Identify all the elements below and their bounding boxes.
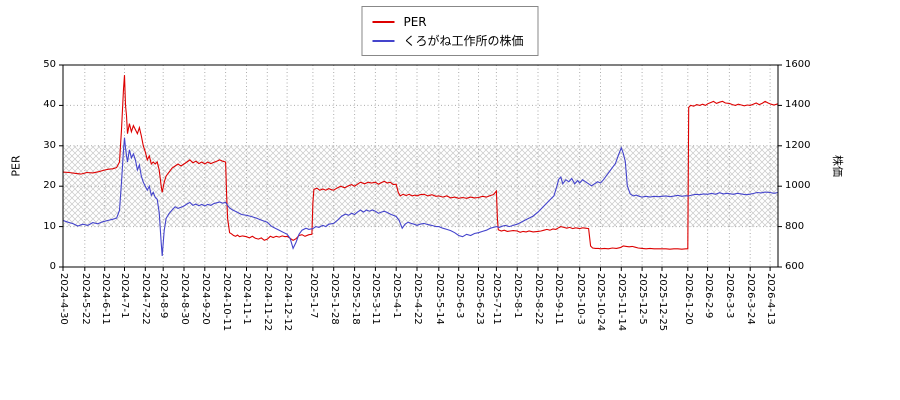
x-axis-tick-label: 2026-3-24 — [745, 273, 757, 325]
gridlines — [62, 65, 778, 267]
left-axis-tick-label: 40 — [43, 99, 56, 111]
x-axis-tick-label: 2025-3-11 — [370, 273, 382, 325]
x-axis-tick-label: 2026-4-13 — [765, 273, 777, 325]
right-axis-tick-label: 1000 — [785, 180, 811, 192]
x-axis-tick-label: 2025-10-3 — [574, 273, 586, 325]
plot-border — [62, 64, 779, 268]
legend-item-stock-price: くろがね工作所の株価 — [372, 31, 524, 50]
x-axis-tick-label: 2025-8-22 — [533, 273, 544, 325]
x-axis-tick-label: 2024-9-20 — [199, 273, 211, 325]
x-axis-tick-label: 2024-11-22 — [262, 273, 274, 332]
x-axis-tick-label: 2024-5-22 — [79, 273, 91, 325]
legend-label-per: PER — [403, 14, 427, 29]
x-axis-tick-label: 2025-1-28 — [328, 273, 340, 325]
legend-item-per: PER — [372, 12, 523, 31]
x-axis-tick-label: 2025-12-5 — [637, 273, 649, 325]
x-axis-tick-label: 2025-7-11 — [491, 273, 503, 325]
x-axis-tick-label: 2025-4-22 — [412, 273, 424, 325]
x-axis-tick-label: 2025-11-14 — [616, 273, 628, 332]
x-axis-tick-label: 2026-2-9 — [702, 273, 714, 319]
x-axis-tick-label: 2025-8-1 — [512, 273, 524, 319]
x-axis-tick-label: 2024-4-30 — [58, 273, 69, 325]
x-axis-tick-label: 2024-6-11 — [99, 273, 111, 325]
right-axis-tick-label: 600 — [785, 261, 805, 272]
x-axis-tick-label: 2026-3-3 — [724, 273, 736, 319]
stock-price-line-swatch — [372, 39, 395, 42]
right-axis-title: 株価 — [831, 155, 844, 177]
x-axis-tick-label: 2024-8-9 — [158, 273, 170, 319]
x-axis-tick-label: 2024-7-22 — [140, 273, 152, 325]
x-axis-tick-label: 2025-6-3 — [453, 273, 465, 319]
left-axis-title: PER — [9, 155, 23, 177]
x-axis-tick-label: 2024-7-1 — [119, 273, 131, 319]
left-axis-tick-label: 0 — [49, 261, 56, 272]
x-axis-tick-label: 2024-10-11 — [220, 273, 232, 332]
left-axis-tick-label: 20 — [43, 180, 56, 192]
legend-label-stock-price: くろがね工作所の株価 — [403, 33, 524, 48]
x-axis-tick-label: 2024-8-30 — [178, 273, 190, 325]
x-axis-tick-label: 2024-12-12 — [282, 273, 294, 332]
right-axis-tick-label: 1400 — [785, 99, 811, 111]
per-series-line — [62, 75, 779, 250]
x-axis-tick-label: 2024-11-1 — [241, 273, 253, 325]
left-axis-tick-label: 30 — [43, 139, 56, 151]
right-axis-tick-label: 800 — [785, 220, 805, 232]
x-axis-tick-label: 2025-2-18 — [349, 273, 361, 325]
right-axis-tick-label: 1600 — [785, 59, 811, 70]
stock-price-series-line — [62, 137, 779, 256]
left-axis-tick-label: 50 — [43, 59, 56, 70]
x-axis-tick-label: 2025-12-25 — [656, 273, 668, 332]
per-line-swatch — [372, 20, 395, 23]
x-axis-tick-label: 2026-1-20 — [682, 273, 694, 325]
left-axis-tick-label: 10 — [43, 220, 56, 232]
x-axis-tick-label: 2025-10-24 — [595, 273, 607, 332]
x-axis-tick-label: 2025-9-11 — [552, 273, 564, 325]
legend: PER くろがね工作所の株価 — [361, 6, 539, 56]
x-axis-tick-label: 2025-5-14 — [433, 273, 445, 325]
x-axis-tick-label: 2025-6-23 — [473, 273, 485, 325]
x-axis-tick-label: 2025-1-7 — [307, 273, 319, 319]
right-axis-tick-label: 1200 — [785, 139, 811, 151]
tick-marks — [59, 64, 782, 271]
x-axis-tick-label: 2025-4-1 — [391, 273, 403, 319]
